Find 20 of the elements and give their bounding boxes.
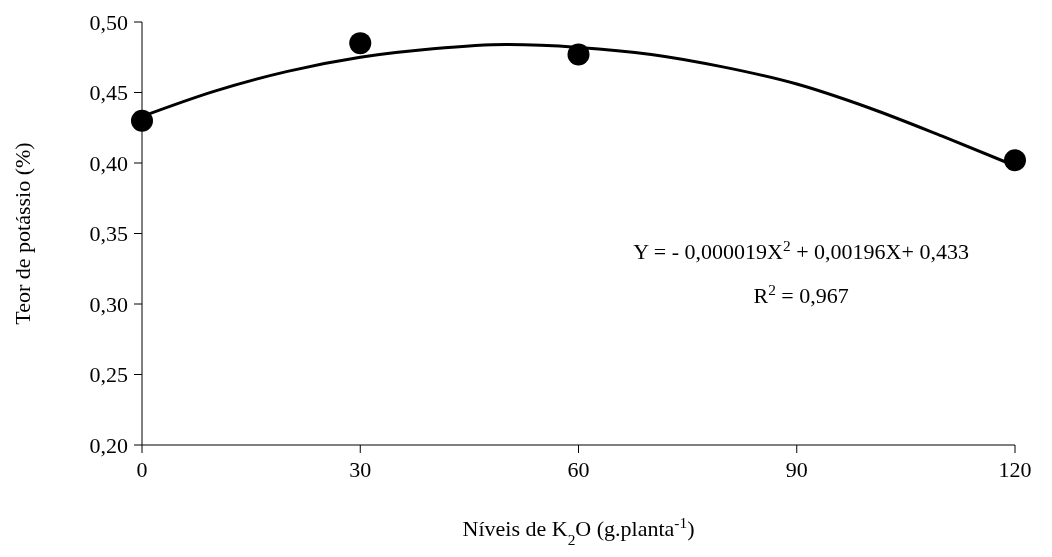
x-tick-label: 0 — [136, 456, 148, 482]
y-tick-label: 0,30 — [89, 291, 128, 317]
point — [1004, 149, 1026, 172]
annotation: Y = - 0,000019X$^{2}$ + 0,00196X+ 0,433 — [633, 236, 969, 264]
x-tick-label: 90 — [785, 456, 808, 482]
x-axis-title: Níveis de K$_{2}$O (g.planta$^{-1}$) — [462, 513, 695, 548]
y-tick-label: 0,40 — [89, 150, 128, 176]
y-tick-label: 0,45 — [89, 80, 128, 106]
x-tick-label: 60 — [567, 456, 590, 482]
point — [131, 109, 153, 132]
annotation: R$^{2}$ = 0,967 — [753, 280, 849, 308]
point — [349, 32, 372, 55]
y-tick-label: 0,25 — [89, 362, 128, 388]
y-tick-label: 0,50 — [89, 9, 128, 35]
point — [567, 43, 590, 66]
y-axis-title: Teor de potássio (%) — [10, 142, 35, 325]
y-tick-label: 0,20 — [89, 432, 128, 458]
x-tick-label: 30 — [349, 456, 372, 482]
x-tick-label: 120 — [998, 456, 1032, 482]
y-tick-label: 0,35 — [89, 221, 128, 247]
